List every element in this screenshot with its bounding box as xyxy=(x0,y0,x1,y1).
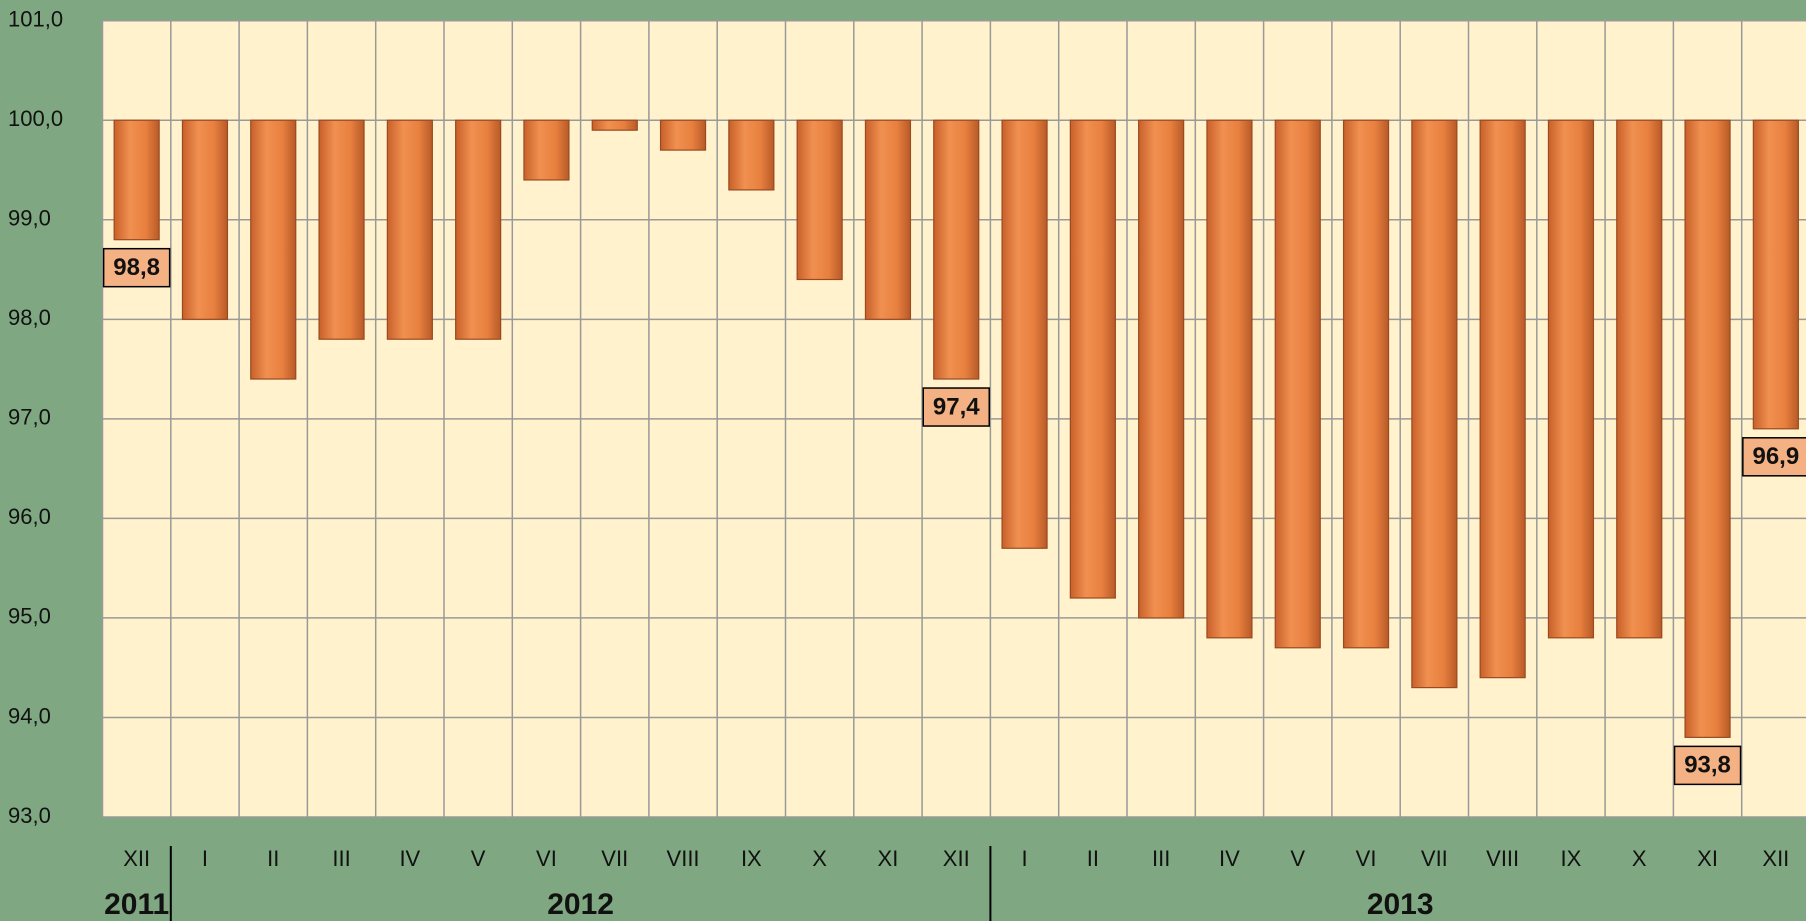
data-label-box xyxy=(922,387,990,427)
data-label: 98,8 xyxy=(113,254,160,281)
bar xyxy=(1069,119,1116,599)
x-tick-label: X xyxy=(1632,846,1647,871)
data-label-box xyxy=(1742,437,1806,477)
bar xyxy=(1752,119,1799,430)
y-tick-label: 98,0 xyxy=(8,305,51,330)
x-tick-label: V xyxy=(471,846,486,871)
y-tick-label: 101,0 xyxy=(8,7,63,32)
year-label: 2013 xyxy=(1367,888,1434,921)
x-tick-label: XI xyxy=(878,846,899,871)
x-tick-label: XI xyxy=(1697,846,1718,871)
x-tick-label: XII xyxy=(123,846,150,871)
data-label: 97,4 xyxy=(933,393,980,420)
bar xyxy=(1411,119,1458,689)
data-label-box xyxy=(102,247,171,288)
bar xyxy=(1547,119,1595,639)
data-label: 96,9 xyxy=(1752,443,1799,470)
year-label: 2011 xyxy=(104,888,169,921)
bar xyxy=(1684,119,1731,738)
x-tick-label: XII xyxy=(943,846,970,871)
x-tick-label: III xyxy=(1152,846,1170,871)
x-tick-label: VIII xyxy=(1486,846,1519,871)
data-label: 93,8 xyxy=(1684,752,1731,779)
bar xyxy=(318,119,365,340)
y-tick-label: 97,0 xyxy=(8,405,51,430)
x-tick-label: I xyxy=(1021,846,1027,871)
bar xyxy=(591,119,638,131)
x-tick-label: IX xyxy=(741,846,762,871)
bar xyxy=(1479,119,1526,679)
x-tick-label: IV xyxy=(1219,846,1240,871)
x-tick-label: II xyxy=(1087,846,1099,871)
x-tick-label: II xyxy=(267,846,279,871)
y-tick-label: 94,0 xyxy=(8,703,51,728)
bar xyxy=(1001,119,1048,549)
bar xyxy=(659,119,707,151)
bar xyxy=(523,119,570,181)
bar xyxy=(728,119,775,191)
bar xyxy=(1138,119,1185,619)
bar xyxy=(181,119,229,320)
bar xyxy=(864,119,912,320)
x-tick-label: V xyxy=(1290,846,1305,871)
bar xyxy=(1616,119,1663,639)
y-tick-label: 95,0 xyxy=(8,604,51,629)
x-tick-label: X xyxy=(812,846,827,871)
x-tick-label: I xyxy=(202,846,208,871)
year-label: 2012 xyxy=(547,888,614,921)
x-tick-label: IX xyxy=(1561,846,1582,871)
bar xyxy=(1206,119,1253,639)
x-tick-label: VIII xyxy=(667,846,700,871)
x-tick-label: VII xyxy=(601,846,628,871)
x-tick-label: IV xyxy=(399,846,420,871)
bar xyxy=(386,119,433,340)
x-tick-label: VII xyxy=(1421,846,1448,871)
bar xyxy=(1342,119,1390,649)
x-tick-label: VI xyxy=(1356,846,1377,871)
y-tick-label: 96,0 xyxy=(8,504,51,529)
y-tick-label: 99,0 xyxy=(8,206,51,231)
bar xyxy=(1274,119,1321,649)
x-tick-label: III xyxy=(332,846,350,871)
y-tick-label: 93,0 xyxy=(8,803,51,828)
bar xyxy=(796,119,843,281)
bar xyxy=(113,119,160,241)
y-tick-label: 100,0 xyxy=(8,106,63,131)
x-tick-label: XII xyxy=(1762,846,1789,871)
x-tick-label: VI xyxy=(536,846,557,871)
bar xyxy=(250,119,297,380)
data-label-box xyxy=(1673,745,1742,786)
bar xyxy=(455,119,502,340)
bar xyxy=(933,119,980,380)
